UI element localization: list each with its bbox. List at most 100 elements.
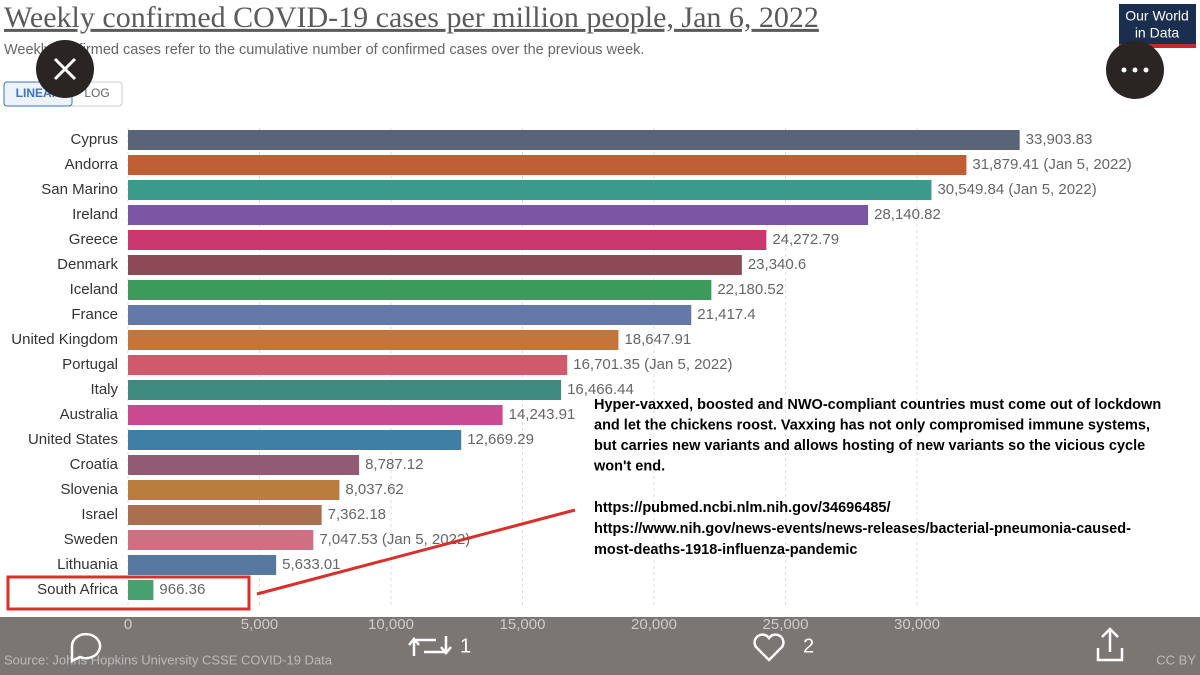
close-icon <box>53 57 77 81</box>
annotation-link: https://www.nih.gov/news-events/news-rel… <box>594 521 1131 537</box>
category-label: Portugal <box>62 356 118 373</box>
category-label: Lithuania <box>57 556 119 573</box>
like-count: 2 <box>803 635 814 657</box>
x-tick-label: 10,000 <box>368 616 414 633</box>
annotation-line: but carries new variants and allows host… <box>594 438 1145 454</box>
bar <box>128 355 568 375</box>
category-label: Italy <box>90 381 118 398</box>
reply-button[interactable] <box>70 632 102 664</box>
value-label: 14,243.91 <box>509 406 576 423</box>
close-button[interactable] <box>36 40 94 98</box>
bar <box>128 555 277 575</box>
retweet-count: 1 <box>460 635 471 657</box>
value-label: 8,037.62 <box>345 481 403 498</box>
value-label: 16,701.35 (Jan 5, 2022) <box>573 356 732 373</box>
annotation-line: won't end. <box>593 458 665 474</box>
category-label: Ireland <box>72 206 118 223</box>
category-label: United Kingdom <box>11 331 118 348</box>
value-label: 31,879.41 (Jan 5, 2022) <box>972 156 1131 173</box>
logo-text: in Data <box>1135 25 1180 41</box>
logo <box>1119 4 1196 48</box>
category-label: Greece <box>69 231 118 248</box>
x-tick-label: 20,000 <box>631 616 677 633</box>
annotation-link: https://pubmed.ncbi.nlm.nih.gov/34696485… <box>594 500 891 516</box>
value-label: 7,362.18 <box>328 506 386 523</box>
bar <box>128 230 767 250</box>
x-tick-label: 25,000 <box>763 616 809 633</box>
category-label: Slovenia <box>60 481 118 498</box>
value-label: 24,272.79 <box>772 231 839 248</box>
value-label: 33,903.83 <box>1026 131 1093 148</box>
bar <box>128 380 562 400</box>
value-label: 18,647.91 <box>624 331 691 348</box>
value-label: 16,466.44 <box>567 381 634 398</box>
category-label: Croatia <box>70 456 119 473</box>
value-label: 12,669.29 <box>467 431 534 448</box>
bar <box>128 330 619 350</box>
category-label: Denmark <box>57 256 118 273</box>
category-label: United States <box>28 431 118 448</box>
category-label: San Marino <box>41 181 118 198</box>
value-label: 966.36 <box>159 581 205 598</box>
category-label: Sweden <box>64 531 118 548</box>
chart-subtitle: Weekly confirmed cases refer to the cumu… <box>4 42 644 58</box>
value-label: 8,787.12 <box>365 456 423 473</box>
retweet-button[interactable]: 1 <box>408 635 471 657</box>
bar <box>128 205 869 225</box>
toolbar <box>0 617 1200 675</box>
x-tick-label: 0 <box>124 616 132 633</box>
bar <box>128 180 932 200</box>
logo-text: Our World <box>1125 8 1189 24</box>
annotation: Hyper-vaxxed, boosted and NWO-compliant … <box>593 397 1161 558</box>
x-tick-label: 15,000 <box>500 616 546 633</box>
like-icon <box>753 633 785 662</box>
x-tick-label: 5,000 <box>241 616 279 633</box>
license: CC BY <box>1156 652 1196 667</box>
bar <box>128 255 742 275</box>
bar <box>128 480 340 500</box>
bar <box>128 455 360 475</box>
source: Source: Johns Hopkins University CSSE CO… <box>4 652 333 667</box>
value-label: 5,633.01 <box>282 556 340 573</box>
more-button[interactable] <box>1106 41 1164 99</box>
category-label: Andorra <box>65 156 119 173</box>
bar <box>128 405 503 425</box>
category-label: Israel <box>81 506 118 523</box>
category-label: France <box>71 306 118 323</box>
x-axis: 0 5,000 10,000 15,000 20,000 25,000 30,000 <box>124 616 940 633</box>
highlight-box <box>6 575 251 611</box>
category-label: Iceland <box>70 281 118 298</box>
bar <box>128 305 692 325</box>
logo-stripe <box>1119 44 1196 48</box>
like-button[interactable]: 2 <box>753 633 815 662</box>
bar <box>128 280 712 300</box>
share-icon <box>1096 627 1124 662</box>
bar <box>128 130 1020 150</box>
share-button[interactable] <box>1096 627 1124 662</box>
bar <box>128 155 967 175</box>
more-dot <box>1132 67 1138 73</box>
annotation-line: Hyper-vaxxed, boosted and NWO-compliant … <box>594 397 1161 413</box>
value-label: 22,180.52 <box>717 281 784 298</box>
category-label: Cyprus <box>70 131 118 148</box>
chart-title: Weekly confirmed COVID-19 cases per mill… <box>4 1 819 34</box>
bar <box>128 530 314 550</box>
reply-icon <box>70 632 102 664</box>
category-label: South Africa <box>37 581 119 598</box>
value-label: 23,340.6 <box>748 256 806 273</box>
bar <box>128 580 154 600</box>
x-tick-label: 30,000 <box>894 616 940 633</box>
retweet-icon <box>408 636 452 656</box>
value-label: 7,047.53 (Jan 5, 2022) <box>319 531 470 548</box>
bar <box>128 505 322 525</box>
more-dot <box>1121 67 1127 73</box>
value-label: 21,417.4 <box>697 306 755 323</box>
value-label: 30,549.84 (Jan 5, 2022) <box>937 181 1096 198</box>
bar <box>128 430 462 450</box>
more-dot <box>1143 67 1149 73</box>
annotation-line: and let the chickens roost. Vaxxing has … <box>594 417 1150 433</box>
category-label: Australia <box>60 406 119 423</box>
value-label: 28,140.82 <box>874 206 941 223</box>
